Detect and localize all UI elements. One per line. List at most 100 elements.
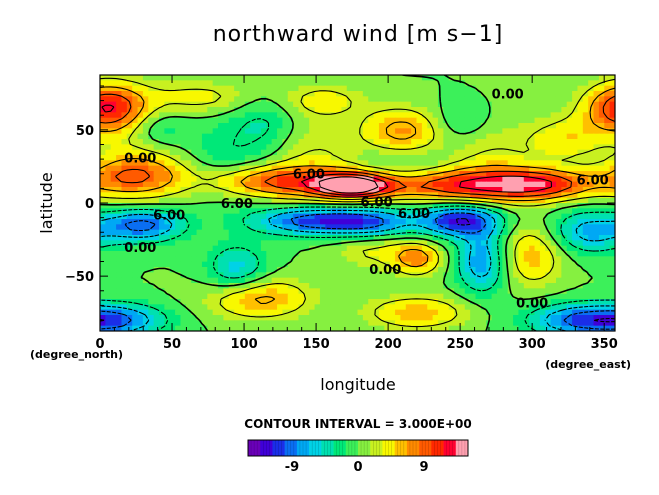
heatmap-cell: [561, 171, 568, 177]
heatmap-cell: [566, 96, 573, 103]
heatmap-cell: [593, 261, 600, 268]
heatmap-cell: [416, 267, 423, 273]
heatmap-cell: [448, 96, 455, 103]
heatmap-cell: [303, 107, 310, 113]
heatmap-cell: [357, 165, 364, 172]
heatmap-cell: [405, 149, 412, 156]
heatmap-cell: [577, 139, 584, 145]
heatmap-cell: [411, 224, 418, 231]
heatmap-cell: [582, 277, 589, 284]
heatmap-cell: [293, 261, 300, 268]
heatmap-cell: [454, 245, 461, 252]
heatmap-cell: [475, 229, 482, 236]
heatmap-cell: [373, 213, 380, 220]
heatmap-cell: [201, 229, 208, 236]
heatmap-cell: [496, 181, 503, 188]
heatmap-cell: [454, 192, 461, 199]
heatmap-cell: [255, 224, 262, 231]
heatmap-cell: [475, 261, 482, 268]
heatmap-cell: [148, 112, 155, 119]
heatmap-cell: [346, 320, 353, 327]
heatmap-cell: [121, 235, 128, 241]
heatmap-cell: [298, 171, 305, 177]
heatmap-cell: [250, 229, 257, 236]
heatmap-cell: [191, 155, 198, 161]
heatmap-cell: [330, 123, 337, 129]
heatmap-cell: [314, 80, 321, 87]
heatmap-cell: [470, 85, 477, 92]
heatmap-cell: [427, 293, 434, 300]
heatmap-cell: [502, 293, 509, 300]
heatmap-cell: [314, 192, 321, 199]
heatmap-cell: [529, 144, 536, 151]
heatmap-cell: [207, 299, 214, 305]
heatmap-cell: [346, 107, 353, 113]
heatmap-cell: [207, 139, 214, 145]
heatmap-cell: [491, 245, 498, 252]
heatmap-cell: [502, 277, 509, 284]
heatmap-cell: [287, 235, 294, 241]
heatmap-cell: [405, 293, 412, 300]
heatmap-cell: [491, 229, 498, 236]
heatmap-cell: [212, 117, 219, 124]
heatmap-cell: [373, 80, 380, 87]
heatmap-cell: [260, 224, 267, 231]
heatmap-cell: [523, 267, 530, 273]
heatmap-cell: [105, 171, 112, 177]
contour-label: 6.00: [361, 196, 393, 211]
heatmap-cell: [169, 208, 176, 215]
heatmap-cell: [159, 256, 165, 263]
heatmap-cell: [121, 192, 128, 199]
heatmap-cell: [191, 256, 198, 263]
heatmap-cell: [529, 101, 536, 108]
heatmap-cell: [100, 107, 106, 113]
heatmap-cell: [255, 304, 262, 311]
heatmap-cell: [287, 315, 294, 321]
heatmap-cell: [201, 245, 208, 252]
heatmap-cell: [341, 123, 348, 129]
heatmap-cell: [368, 299, 375, 305]
heatmap-cell: [368, 80, 375, 87]
heatmap-cell: [496, 224, 503, 231]
heatmap-cell: [330, 187, 337, 193]
heatmap-cell: [588, 80, 595, 87]
heatmap-cell: [395, 272, 402, 279]
heatmap-cell: [116, 315, 123, 321]
heatmap-cell: [529, 112, 536, 119]
contour-label: 6.00: [293, 168, 325, 183]
heatmap-cell: [234, 272, 241, 279]
heatmap-cell: [513, 133, 520, 140]
heatmap-cell: [368, 181, 375, 188]
heatmap-cell: [175, 272, 182, 279]
heatmap-cell: [362, 133, 369, 140]
heatmap-cell: [126, 245, 133, 252]
heatmap-cell: [416, 171, 423, 177]
heatmap-cell: [507, 267, 514, 273]
heatmap-cell: [121, 117, 128, 124]
heatmap-cell: [443, 293, 450, 300]
heatmap-cell: [314, 112, 321, 119]
heatmap-cell: [588, 107, 595, 113]
heatmap-cell: [502, 240, 509, 247]
heatmap-cell: [582, 117, 589, 124]
heatmap-cell: [464, 325, 471, 331]
heatmap-cell: [207, 75, 214, 81]
heatmap-cell: [100, 197, 106, 204]
heatmap-cell: [293, 272, 300, 279]
heatmap-cell: [137, 277, 144, 284]
heatmap-cell: [491, 160, 498, 167]
heatmap-cell: [368, 112, 375, 119]
heatmap-cell: [298, 304, 305, 311]
heatmap-cell: [271, 80, 278, 87]
heatmap-cell: [223, 192, 230, 199]
heatmap-cell: [336, 139, 343, 145]
heatmap-cell: [480, 304, 487, 311]
heatmap-cell: [303, 299, 310, 305]
heatmap-cell: [271, 277, 278, 284]
heatmap-cell: [180, 315, 187, 321]
heatmap-cell: [196, 123, 203, 129]
heatmap-cell: [110, 144, 117, 151]
heatmap-cell: [405, 267, 412, 273]
heatmap-cell: [132, 251, 139, 257]
heatmap-cell: [212, 277, 219, 284]
